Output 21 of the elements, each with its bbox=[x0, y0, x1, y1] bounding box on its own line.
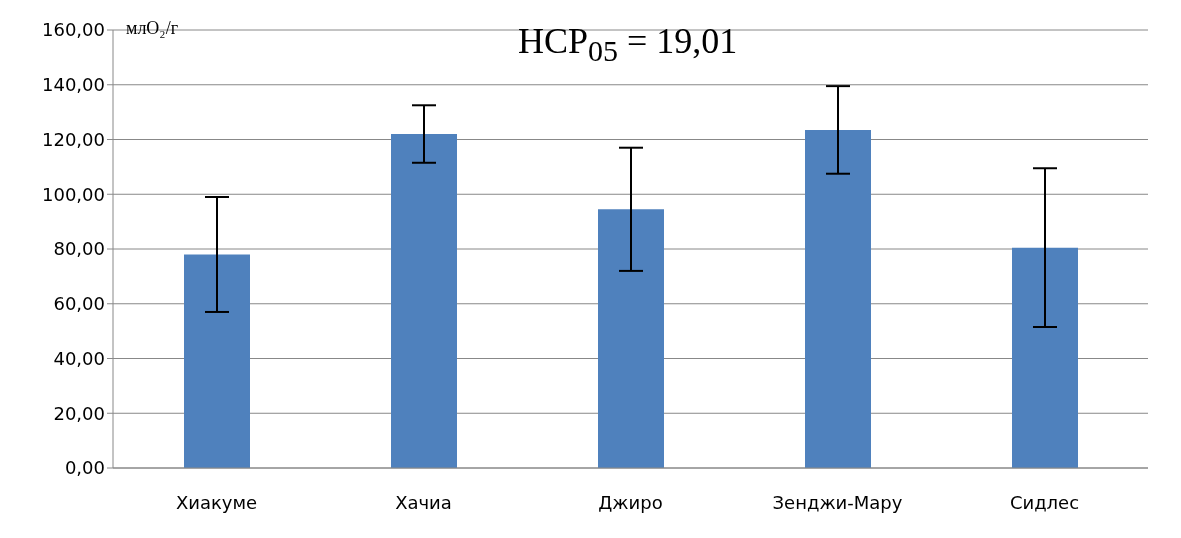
y-axis-title: млO₂/г bbox=[126, 18, 179, 39]
y-tick-label: 60,00 bbox=[53, 293, 105, 315]
y-tick-label: 80,00 bbox=[53, 238, 105, 260]
x-tick-label: Сидлес bbox=[1009, 491, 1080, 513]
y-tick-label: 100,00 bbox=[42, 183, 105, 205]
x-tick-label: Хачиа bbox=[395, 491, 452, 513]
bar bbox=[598, 209, 664, 468]
bar bbox=[1012, 247, 1078, 468]
y-tick-label: 0,00 bbox=[64, 457, 105, 479]
y-tick-label: 20,00 bbox=[53, 402, 105, 424]
y-tick-label: 120,00 bbox=[42, 128, 105, 150]
x-tick-label: Хиакуме bbox=[175, 491, 258, 513]
y-tick-label: 140,00 bbox=[42, 74, 105, 96]
annotation: НСР$_{05}$ = 19,01 bbox=[518, 20, 738, 69]
bar bbox=[805, 129, 871, 468]
x-tick-label: Джиро bbox=[598, 491, 663, 513]
y-tick-label: 160,00 bbox=[42, 19, 105, 41]
x-tick-label: Зенджи-Мару bbox=[772, 491, 903, 513]
y-tick-label: 40,00 bbox=[53, 347, 105, 369]
bar bbox=[184, 254, 250, 468]
bar bbox=[391, 134, 457, 468]
